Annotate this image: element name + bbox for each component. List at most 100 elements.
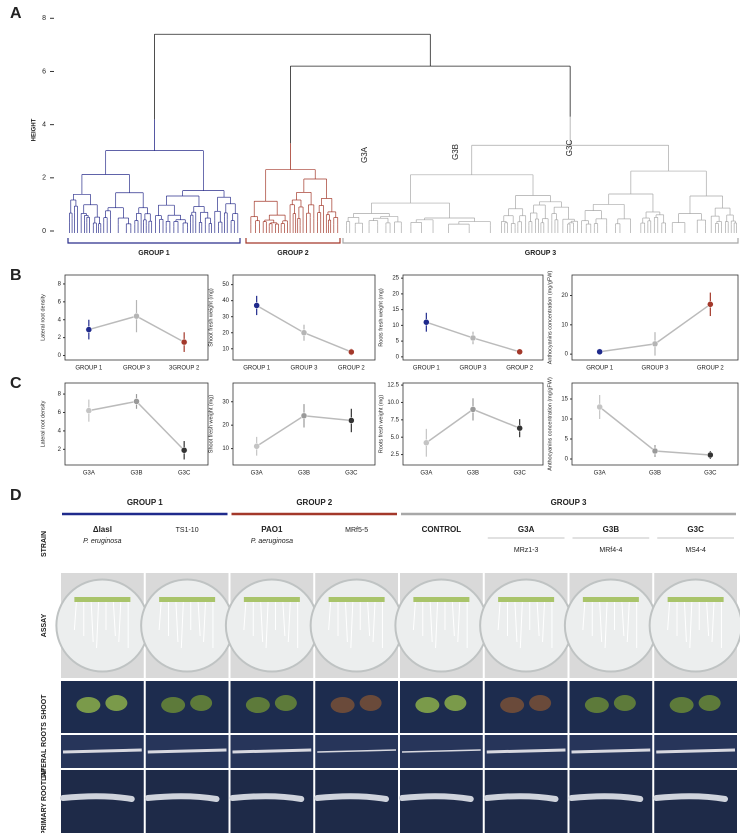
root xyxy=(96,601,100,649)
x-tick-label: G3A xyxy=(420,471,432,477)
strain-code: MRf5-5 xyxy=(345,527,368,534)
y-tick-label: 0 xyxy=(42,228,46,235)
root xyxy=(497,601,501,631)
root xyxy=(486,748,566,754)
x-tick-label: GROUP 3 xyxy=(123,366,151,372)
y-tick-label: 2.5 xyxy=(391,452,400,458)
y-tick-label: 4 xyxy=(58,428,62,434)
leaf xyxy=(584,697,609,713)
x-tick-label: G3C xyxy=(513,471,526,477)
x-tick-label: GROUP 3 xyxy=(642,366,670,372)
photo xyxy=(484,681,568,733)
root xyxy=(73,601,77,631)
root xyxy=(197,601,201,637)
y-tick-label: 10 xyxy=(392,323,399,329)
y-tick-label: 8 xyxy=(58,392,62,398)
photo xyxy=(400,681,483,733)
subgroup-label: G3C xyxy=(565,140,574,157)
y-tick-label: 5.0 xyxy=(391,435,400,441)
y-tick-label: 6 xyxy=(58,410,62,416)
photo xyxy=(569,681,653,733)
y-tick-label: 10 xyxy=(561,417,568,423)
group-label: GROUP 3 xyxy=(525,250,556,257)
y-tick-label: 10 xyxy=(222,446,229,452)
root xyxy=(328,601,332,631)
y-tick-label: 4 xyxy=(42,121,46,128)
root xyxy=(429,601,433,643)
row-label: PRIMARY ROOT TIP xyxy=(41,768,48,833)
mean-dot xyxy=(469,406,477,413)
mean-dot xyxy=(348,417,355,424)
x-tick-label: G3A xyxy=(594,471,606,477)
seedlings xyxy=(328,597,385,602)
y-tick-label: 8 xyxy=(42,15,46,22)
axis-title: Shoot fresh weight (mg) xyxy=(208,288,214,347)
x-tick-label: G3B xyxy=(130,471,142,477)
seedlings xyxy=(243,597,300,602)
x-tick-label: GROUP 1 xyxy=(243,366,271,372)
y-tick-label: 10 xyxy=(222,346,229,352)
dish xyxy=(563,578,658,673)
leaf xyxy=(105,695,128,711)
axis-title: Anthocyanins concentration (mg/gFW) xyxy=(547,377,553,471)
y-tick-label: 2 xyxy=(58,447,62,453)
root-tip xyxy=(229,793,305,802)
mean-dot xyxy=(85,326,93,333)
x-tick-label: G3C xyxy=(178,471,191,477)
strain-code: MRz1-3 xyxy=(514,547,539,554)
strain-name: CONTROL xyxy=(422,525,462,534)
seedlings xyxy=(582,597,639,602)
strain-code: MRf4-4 xyxy=(599,547,622,554)
leaf xyxy=(161,697,186,713)
x-tick-label: GROUP 2 xyxy=(506,366,534,372)
leaf xyxy=(190,695,213,711)
mean-dot xyxy=(85,407,93,414)
plot-frame xyxy=(64,274,209,361)
y-tick-label: 20 xyxy=(222,330,229,336)
dish xyxy=(479,578,574,673)
root xyxy=(260,601,264,643)
root xyxy=(282,601,286,637)
x-tick-label: G3B xyxy=(298,471,310,477)
root xyxy=(175,601,179,643)
x-tick-label: GROUP 3 xyxy=(460,366,488,372)
mean-dot xyxy=(180,338,188,346)
plot-frame xyxy=(402,382,544,466)
root xyxy=(435,601,439,649)
seedlings xyxy=(74,597,131,602)
mean-dot xyxy=(469,334,477,342)
x-tick-label: G3A xyxy=(83,471,95,477)
root xyxy=(367,601,371,637)
x-tick-label: GROUP 3 xyxy=(291,366,319,372)
mean-dot xyxy=(423,318,430,326)
root-tip xyxy=(568,793,644,802)
root-tip xyxy=(60,793,135,802)
mean-dot xyxy=(348,348,355,356)
root xyxy=(158,601,162,631)
y-tick-label: 2 xyxy=(42,175,46,182)
mean-dot xyxy=(707,451,714,459)
y-tick-label: 4 xyxy=(58,317,62,323)
root xyxy=(243,601,247,631)
panel-label: A xyxy=(10,5,22,22)
group-label: GROUP 1 xyxy=(138,250,169,257)
root xyxy=(118,601,122,643)
y-tick-label: 20 xyxy=(392,291,399,297)
leaf xyxy=(359,695,382,711)
y-tick-label: 6 xyxy=(42,68,46,75)
y-tick-label: 20 xyxy=(561,293,568,299)
root xyxy=(571,748,651,754)
y-tick-label: 0 xyxy=(565,352,569,358)
root xyxy=(599,601,603,643)
root xyxy=(112,601,116,637)
axis-title: Roots fresh weight (mg) xyxy=(378,395,384,454)
axis-title: Roots fresh weight (mg) xyxy=(378,288,384,347)
strain-species: P. aeruginosa xyxy=(251,538,293,545)
root xyxy=(203,601,207,643)
plot-frame xyxy=(64,382,209,466)
root xyxy=(706,601,710,637)
strain-name: G3A xyxy=(518,525,535,534)
root xyxy=(401,749,481,753)
dish xyxy=(55,578,150,673)
